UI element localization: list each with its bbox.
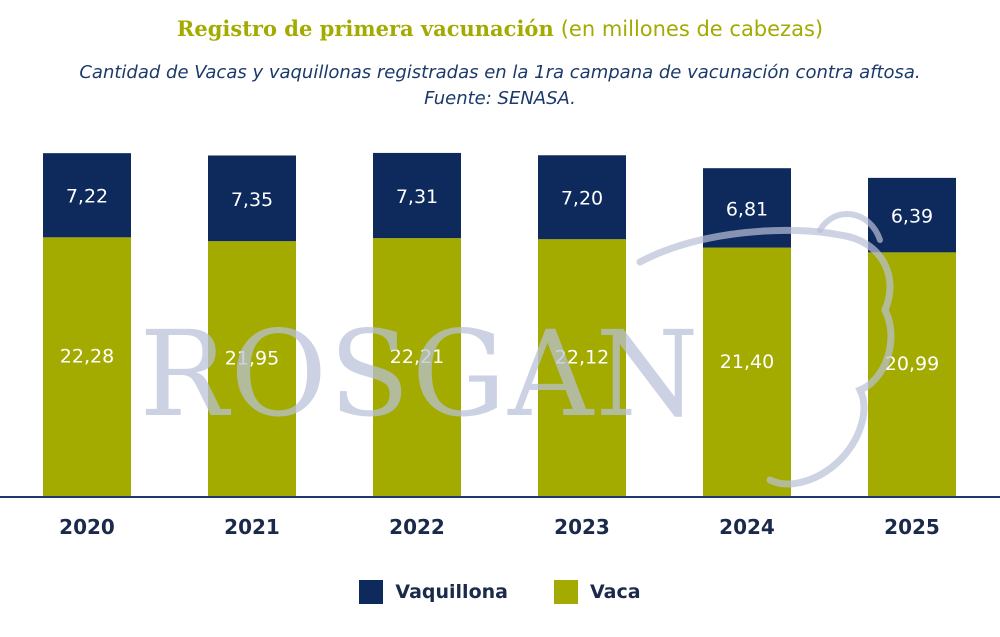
watermark-cow-outline: [636, 226, 895, 488]
watermark-cow-ear: [817, 211, 883, 243]
legend-item-vaca: Vaca: [553, 580, 641, 604]
x-tick-label-2025: 2025: [884, 515, 940, 539]
data-label-vaquillona-2023: 7,20: [561, 188, 603, 210]
chart-title: Registro de primera vacunación (en millo…: [0, 14, 1000, 45]
x-tick-label-2023: 2023: [554, 515, 610, 539]
x-tick-label-2021: 2021: [224, 515, 280, 539]
watermark-text: ROSGAN: [139, 305, 700, 443]
data-label-vaca-2020: 22,28: [60, 346, 114, 368]
data-label-vaca-2023: 22,12: [555, 347, 609, 369]
bar-vaquillona-2020: [43, 153, 131, 238]
chart-title-suffix: (en millones de cabezas): [560, 17, 824, 41]
data-label-vaquillona-2025: 6,39: [891, 206, 933, 228]
bar-vaca-2024: [703, 247, 791, 497]
bar-vaca-2022: [373, 238, 461, 497]
data-label-vaca-2024: 21,40: [720, 351, 774, 373]
legend-label-vaca: Vaca: [589, 581, 641, 603]
bar-vaquillona-2021: [208, 155, 296, 242]
legend-swatch-vaquillona: [359, 580, 384, 604]
x-tick-label-2022: 2022: [389, 515, 445, 539]
legend-item-vaquillona: Vaquillona: [359, 580, 508, 604]
data-label-vaquillona-2020: 7,22: [66, 186, 108, 208]
data-label-vaca-2025: 20,99: [885, 353, 939, 375]
data-label-vaca-2022: 22,21: [390, 346, 444, 368]
bars-layer: 22,28 7,22 21,95 7,35 22,21 7,31 22,12 7,20 21,4…: [43, 152, 956, 497]
x-tick-label-2020: 2020: [59, 515, 115, 539]
legend-swatch-vaca: [553, 580, 578, 604]
x-tick-label-2024: 2024: [719, 515, 775, 539]
data-label-vaca-2021: 21,95: [225, 348, 279, 370]
data-label-vaquillona-2022: 7,31: [396, 186, 438, 208]
chart-subtitle: Cantidad de Vacas y vaquillonas registra…: [0, 60, 1000, 112]
x-tick-labels: 2020 2021 2022 2023 2024 2025: [59, 515, 940, 539]
watermark-layer: ROSGAN: [139, 211, 895, 488]
bar-vaca-2021: [208, 241, 296, 497]
bar-vaca-2020: [43, 237, 131, 497]
subtitle-line-2: Fuente: SENASA.: [424, 88, 576, 109]
legend: Vaquillona Vaca: [0, 580, 1000, 604]
bar-vaca-2023: [538, 239, 626, 497]
legend-label-vaquillona: Vaquillona: [395, 581, 508, 603]
bar-vaquillona-2022: [373, 152, 461, 239]
data-label-vaquillona-2021: 7,35: [231, 189, 273, 211]
bar-vaquillona-2023: [538, 155, 626, 240]
data-label-vaquillona-2024: 6,81: [726, 198, 768, 220]
subtitle-line-1: Cantidad de Vacas y vaquillonas registra…: [79, 62, 921, 83]
chart-title-main: Registro de primera vacunación: [176, 16, 554, 41]
